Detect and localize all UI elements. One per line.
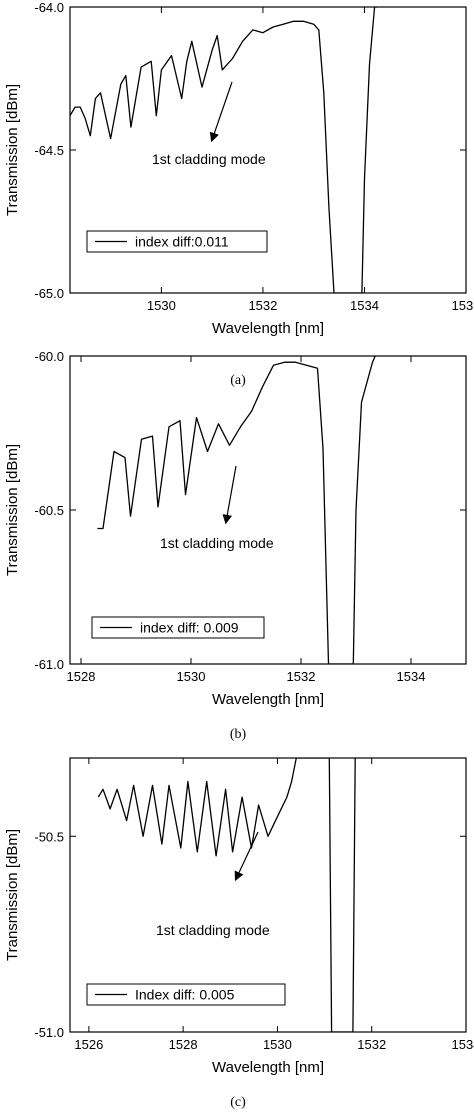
- series-line: [97, 356, 376, 664]
- x-tick-label: 1532: [357, 1037, 386, 1052]
- y-axis-label: Transmission [dBm]: [4, 84, 21, 216]
- y-tick-label: -64.5: [34, 143, 64, 158]
- legend-label: index diff: 0.009: [140, 620, 239, 636]
- panel-c: 1526 1528 1530 1532 1534 -50.5 -51.0 Wavelength…: [4, 757, 474, 1110]
- x-tick-label: 1530: [147, 298, 176, 313]
- x-axis-label: Wavelength [nm]: [212, 691, 324, 708]
- y-tick-label: -64.0: [34, 0, 64, 15]
- legend-label: index diff:0.011: [135, 234, 229, 250]
- panel-caption: (a): [230, 373, 246, 388]
- y-tick-label: -50.5: [34, 829, 64, 844]
- x-tick-label: 1534: [452, 1037, 474, 1052]
- legend-box: [86, 230, 268, 253]
- y-tick-label: -60.0: [34, 349, 64, 364]
- y-axis-label: Transmission [dBm]: [4, 829, 21, 961]
- annotation-arrow: [209, 81, 233, 143]
- x-tick-label: 1528: [169, 1037, 198, 1052]
- legend-box: [91, 616, 265, 639]
- x-axis-label: Wavelength [nm]: [212, 320, 324, 337]
- legend-label: Index diff: 0.005: [135, 987, 235, 1003]
- series-line: [70, 7, 378, 293]
- series-line: [97, 758, 356, 1032]
- panel-a: 1530 1532 1534 1536 -64.0 -64.5 -65.0 Wavelengt…: [4, 0, 474, 388]
- y-axis-label: Transmission [dBm]: [4, 444, 21, 576]
- panel-caption: (c): [230, 1095, 246, 1110]
- legend-box: [86, 983, 286, 1006]
- x-tick-label: 1532: [287, 669, 316, 684]
- y-tick-label: -65.0: [34, 286, 64, 301]
- x-tick-label: 1534: [350, 298, 379, 313]
- x-tick-label: 1536: [452, 298, 474, 313]
- annotation-arrow: [234, 831, 259, 882]
- x-axis-label: Wavelength [nm]: [212, 1059, 324, 1076]
- x-tick-label: 1530: [263, 1037, 292, 1052]
- plot-frame: [69, 757, 467, 1033]
- annotation-text: 1st cladding mode: [152, 151, 266, 167]
- y-tick-label: -60.5: [34, 503, 64, 518]
- x-tick-label: 1530: [177, 669, 206, 684]
- x-tick-label: 1526: [74, 1037, 103, 1052]
- panel-caption: (b): [230, 727, 247, 742]
- x-tick-label: 1532: [248, 298, 277, 313]
- x-tick-label: 1528: [67, 669, 96, 684]
- y-tick-label: -51.0: [34, 1025, 64, 1040]
- annotation-arrow: [222, 465, 237, 525]
- annotation-text: 1st cladding mode: [156, 922, 270, 938]
- x-tick-label: 1534: [397, 669, 426, 684]
- y-tick-label: -61.0: [34, 657, 64, 672]
- annotation-text: 1st cladding mode: [160, 535, 274, 551]
- panel-b: 1528 1530 1532 1534 -60.0 -60.5 -61.0 Wavelengt…: [4, 349, 467, 742]
